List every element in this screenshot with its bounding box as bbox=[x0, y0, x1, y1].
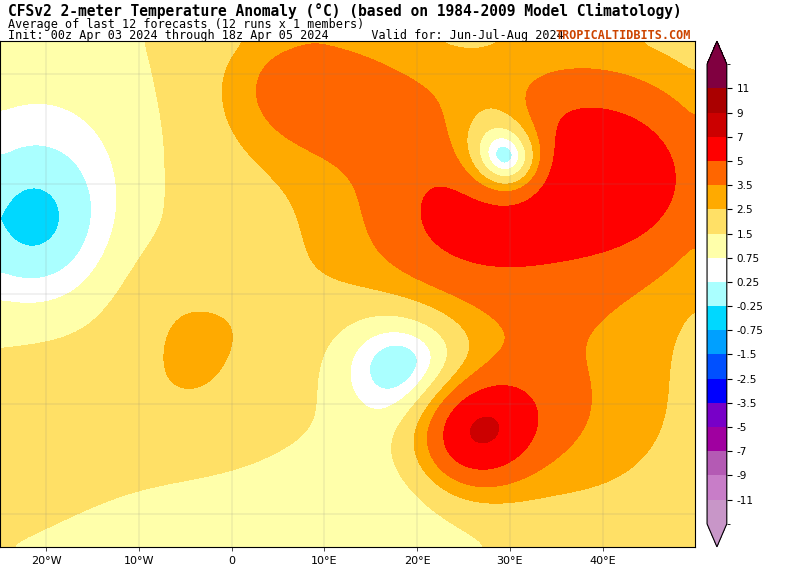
PathPatch shape bbox=[707, 524, 727, 547]
Text: TROPICALTIDBITS.COM: TROPICALTIDBITS.COM bbox=[556, 29, 691, 42]
Text: CFSv2 2-meter Temperature Anomaly (°C) (based on 1984-2009 Model Climatology): CFSv2 2-meter Temperature Anomaly (°C) (… bbox=[8, 3, 682, 19]
Text: Init: 00z Apr 03 2024 through 18z Apr 05 2024      Valid for: Jun-Jul-Aug 2024: Init: 00z Apr 03 2024 through 18z Apr 05… bbox=[8, 29, 563, 42]
Text: Average of last 12 forecasts (12 runs x 1 members): Average of last 12 forecasts (12 runs x … bbox=[8, 18, 364, 31]
PathPatch shape bbox=[707, 41, 727, 64]
